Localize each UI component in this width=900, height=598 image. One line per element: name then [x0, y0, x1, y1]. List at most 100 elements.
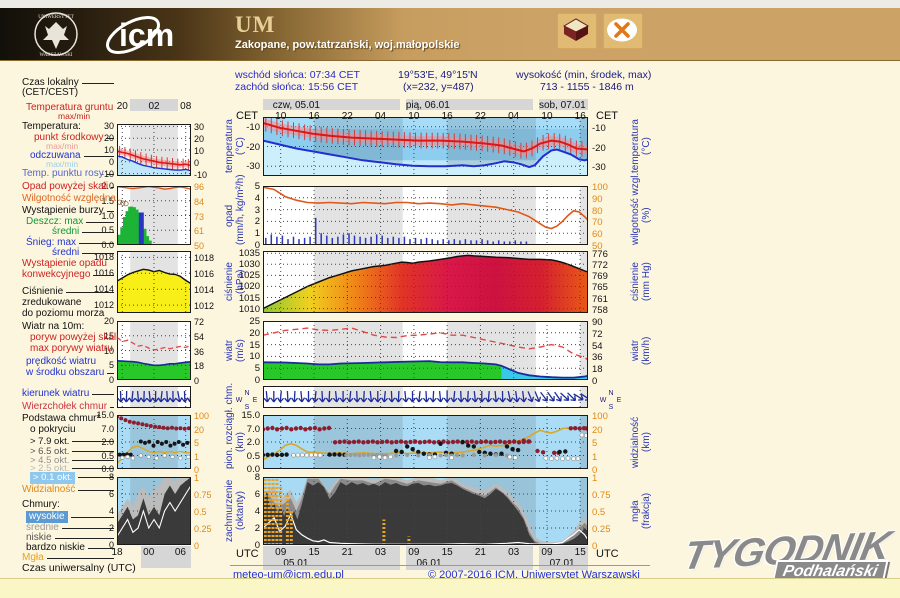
mini-top-hour-label: 20	[116, 101, 128, 112]
axis-tick-label: 20	[103, 316, 114, 326]
mini-top-hour-label: 02	[148, 101, 160, 112]
svg-text:E: E	[617, 397, 622, 404]
axis-tick-label: -10	[592, 122, 606, 134]
axis-tick-label: 0.0	[246, 464, 260, 475]
axis-tick-label: 772	[592, 260, 608, 272]
axis-tick-label: 20	[249, 327, 260, 339]
sidebar-label: max porywy wiatru	[30, 343, 113, 354]
chart-panel-mini_zachmurzenie	[117, 477, 191, 545]
axis-tick-label: 0	[592, 376, 598, 387]
axis-tick-label: 30	[194, 122, 205, 133]
svg-text:UNIWERSYTET: UNIWERSYTET	[38, 15, 74, 20]
day-band-bottom	[405, 546, 533, 570]
axis-tick-label: 1014	[194, 285, 215, 296]
mini-top-hour-label: 08	[180, 101, 192, 112]
utc-hour-label: 03	[508, 547, 520, 558]
close-button[interactable]	[603, 13, 643, 49]
connector-line	[92, 393, 114, 395]
cet-hour-label: 16	[574, 111, 586, 122]
sidebar-label: Wystąpienie burzy	[22, 206, 116, 216]
axis-tick-label: 4	[254, 192, 260, 204]
axis-tick-label: 0	[592, 465, 598, 476]
axis-tick-label: 70	[592, 217, 603, 229]
utc-label-right: UTC	[596, 548, 619, 560]
sidebar-label: bardzo niskie	[26, 543, 116, 553]
axis-tick-label: 8	[108, 472, 114, 482]
axis-tick-label: 80	[592, 205, 603, 217]
axis-tick-label: 776	[592, 249, 608, 261]
date-label: 05.01	[283, 558, 309, 569]
axis-tick-label: 54	[194, 331, 205, 342]
utc-hour-label: 09	[275, 547, 287, 558]
connector-line	[106, 173, 114, 175]
axis-tick-label: 1016	[194, 269, 215, 280]
contact-email-link[interactable]: meteo-um@icm.edu.pl	[233, 569, 344, 581]
axis-tick-label: 54	[592, 340, 603, 352]
sidebar-label: o pokryciu	[30, 424, 76, 435]
connector-line	[87, 547, 114, 549]
axis-tick-label: 4	[108, 506, 114, 516]
mini-bottom-hour-label: 18	[111, 547, 123, 558]
axis-tick-label: 0.5	[101, 225, 114, 236]
chart-panel-cisnienie	[263, 251, 588, 313]
axis-title-right: temperatura (°C)	[630, 119, 652, 174]
chart-panel-mini_opad	[117, 186, 191, 245]
sidebar-label: > 6.5 okt.	[30, 447, 116, 457]
axis-title-right: mgła (frakcja)	[630, 492, 652, 530]
axis-tick-label: 20	[194, 424, 205, 435]
axis-tick-label: 2	[254, 216, 260, 228]
svg-text:S: S	[609, 404, 614, 410]
archive-button[interactable]	[557, 13, 597, 49]
axis-tick-label: 0	[254, 375, 260, 386]
axis-tick-label: 36	[194, 346, 205, 357]
axis-tick-label: 10	[249, 351, 260, 363]
sidebar-label: średnie	[26, 523, 116, 533]
sidebar-label: Podstawa chmur*	[22, 413, 101, 424]
sidebar-label: średni	[52, 248, 116, 258]
axis-tick-label: 0.75	[194, 490, 212, 500]
svg-text:S: S	[245, 404, 250, 410]
mini-bottom-hour-label: 06	[174, 547, 186, 558]
axis-tick-label: 15	[249, 339, 260, 351]
axis-tick-label: 0	[108, 375, 114, 385]
axis-tick-label: 0.5	[194, 507, 207, 517]
eagle-icon	[43, 22, 69, 49]
axis-tick-label: 1020	[238, 281, 260, 293]
sidebar-label: Czas uniwersalny (UTC)	[22, 562, 136, 574]
axis-tick-label: 0	[194, 541, 200, 551]
day-band-top	[405, 99, 533, 110]
axis-tick-label: 20	[592, 424, 603, 436]
mini-day-band-bottom	[141, 546, 191, 568]
day-band-bottom	[263, 546, 400, 570]
axis-title-right: ciśnienie (mm Hg)	[630, 262, 652, 302]
altitude-label: wysokość (min, środek, max)	[516, 69, 652, 81]
connector-line	[81, 82, 114, 84]
axis-tick-label: 3	[254, 204, 260, 216]
date-label: 06.01	[416, 558, 442, 569]
axis-tick-label: 1.0	[101, 210, 114, 221]
meteogram-content: wschód słońca: 07:34 CET zachód słońca: …	[0, 60, 900, 589]
sidebar-label: Wierzchołek chmur	[22, 402, 116, 412]
svg-text:W: W	[600, 397, 607, 404]
header-bar: UNIWERSYTET WARSZAWSKI icm UM Zakopane, …	[0, 8, 900, 61]
svg-text:N: N	[608, 390, 613, 397]
axis-tick-label: 0	[254, 540, 260, 551]
axis-tick-label: 6	[108, 489, 114, 499]
axis-tick-label: 5	[108, 360, 114, 371]
axis-tick-label: 2	[254, 523, 260, 534]
chart-panel-zachmurzenie	[263, 477, 588, 545]
axis-tick-label: -30	[246, 161, 260, 173]
axis-tick-label: 0.5	[592, 507, 606, 518]
sidebar-label: konwekcyjnego	[22, 270, 116, 280]
day-label: sob, 07.01	[538, 100, 586, 111]
axis-tick-label: 0	[194, 465, 200, 475]
cet-hour-label: 04	[375, 111, 387, 122]
chart-panel-opad_wilgotnosc	[263, 186, 588, 245]
axis-tick-label: 0	[108, 540, 114, 550]
connector-line	[78, 477, 114, 479]
axis-tick-label: 2.0	[101, 181, 114, 191]
axis-tick-label: 1016	[93, 268, 114, 279]
